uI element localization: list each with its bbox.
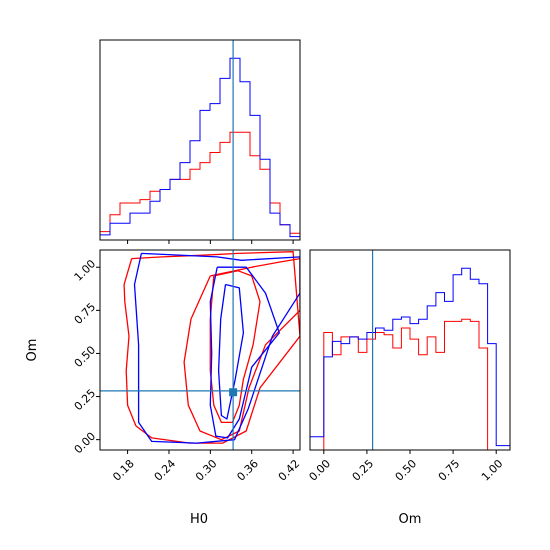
joint-y-tick-label: 0.75: [72, 300, 99, 327]
contour-red-outer: [123, 251, 300, 444]
om-marginal-panel: 0.00 0.25 0.50 0.75 1.00: [307, 249, 511, 484]
joint-x-tick-label: 0.18: [110, 457, 137, 484]
y-axis-label-om: Om: [25, 339, 40, 362]
joint-truth-marker: [229, 388, 238, 397]
contour-red-inner: [209, 270, 261, 424]
contour-blue-inner: [217, 283, 245, 420]
joint-y-tick-label: 0.50: [72, 343, 99, 370]
joint-y-tick-label: 0.25: [72, 387, 99, 414]
joint-x-tick-label: 0.30: [193, 457, 220, 484]
joint-x-tick-label: 0.36: [234, 457, 261, 484]
om-x-tick-label: 1.00: [479, 457, 506, 484]
joint-y-tick-label: 0.00: [72, 430, 99, 457]
joint-contour-panel: 0.18 0.24 0.30 0.36 0.42 0.00 0.25 0.50 0.75 1.00: [72, 249, 303, 484]
h0-marginal-panel: [99, 39, 301, 244]
om-x-tick-label: 0.50: [393, 457, 420, 484]
joint-plot-area: [100, 250, 300, 450]
joint-x-tick-label: 0.42: [276, 457, 303, 484]
h0-histogram-series-2: [100, 57, 300, 238]
joint-y-tick-label: 1.00: [72, 257, 99, 284]
om-x-tick-label: 0.75: [436, 457, 463, 484]
om-x-tick-label: 0.00: [307, 457, 334, 484]
joint-x-tick-label: 0.24: [152, 457, 179, 484]
om-histogram-series-2: [310, 267, 510, 447]
x-axis-label-om: Om: [399, 512, 422, 527]
om-panel-frame: [309, 249, 511, 451]
om-x-tick-label: 0.25: [350, 457, 377, 484]
x-axis-label-h0: H0: [190, 512, 208, 527]
joint-panel-frame: [99, 249, 301, 451]
om-histogram-series-1: [310, 318, 510, 451]
contour-blue-outer: [133, 252, 300, 444]
h0-panel-frame: [99, 39, 301, 241]
contour-red-middle: [183, 257, 300, 441]
